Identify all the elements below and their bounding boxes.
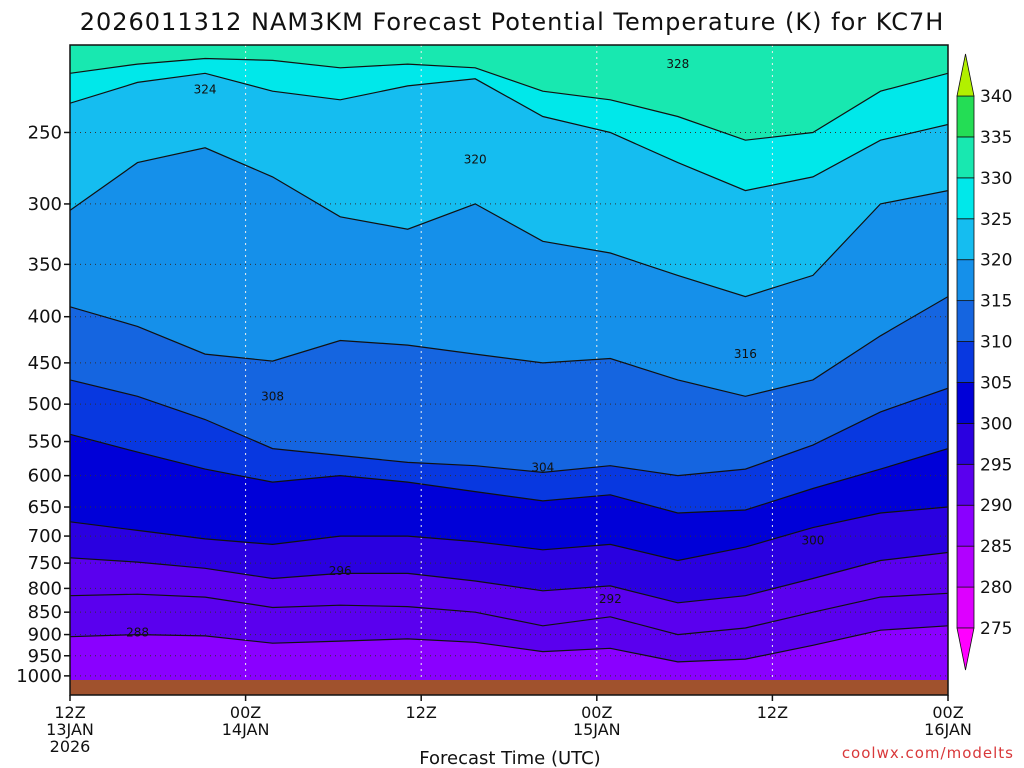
colorbar-tick-305: 305 [980,373,1012,393]
ytick-label-1000: 1000 [16,666,62,687]
colorbar-segment-300 [956,382,975,424]
band-296 [70,552,948,635]
xtick-label-60-0: 00Z [932,703,963,722]
band-above-highest [70,45,948,141]
colorbar-bottom-cap [956,627,975,671]
isentrope-300 [70,506,948,562]
colorbar-segment-315 [956,259,975,302]
ytick-label-800: 800 [28,578,62,599]
isentrope-316 [70,296,948,397]
band-304 [70,434,948,561]
xtick-label-36-1: 15JAN [573,720,621,739]
colorbar: 275 280 285 290 295 300 305 310 315 320 325 330 335 3… [956,53,1012,671]
contour-label-320: 320 [464,153,487,167]
band-328 [70,58,948,191]
colorbar-tick-295: 295 [980,455,1012,475]
chart-title: 2026011312 NAM3KM Forecast Potential Tem… [80,8,945,36]
ytick-label-400: 400 [28,307,62,328]
isentrope-324 [70,72,948,192]
ytick-label-600: 600 [28,466,62,487]
xtick-label-12-0: 00Z [230,703,261,722]
contour-label-292: 292 [599,592,622,606]
contour-labels: 288 292 296 300 304 308 316 320 324 328 [126,57,824,639]
ytick-label-300: 300 [28,194,62,215]
xtick-label-48-0: 12Z [757,703,788,722]
isentrope-296 [70,551,948,604]
gridlines [70,45,948,695]
plot-frame [69,44,949,696]
y-axis-pressure-ticks: 2503003504004505005506006507007508008509… [16,122,70,687]
isentrope-320 [70,147,948,298]
xtick-label-0-2: 2026 [50,737,91,756]
colorbar-tick-300: 300 [980,414,1012,434]
ytick-label-500: 500 [28,394,62,415]
isentrope-292 [70,592,948,636]
colorbar-segment-295 [956,422,975,465]
band-308 [70,379,948,513]
colorbar-segment-325 [956,177,975,220]
colorbar-tick-340: 340 [980,87,1012,107]
colorbar-tick-280: 280 [980,578,1012,598]
ytick-label-850: 850 [28,602,62,623]
colorbar-segment-290 [956,463,975,506]
isentrope-308 [70,379,948,477]
contour-label-316: 316 [734,347,757,361]
isentrope-contours [70,57,948,663]
colorbar-tick-275: 275 [980,619,1012,639]
contour-label-308: 308 [261,389,284,403]
band-316 [70,296,948,476]
xtick-label-24-0: 12Z [406,703,437,722]
contour-label-328: 328 [666,57,689,71]
ytick-label-750: 750 [28,553,62,574]
colorbar-tick-290: 290 [980,496,1012,516]
ytick-label-700: 700 [28,526,62,547]
ytick-label-900: 900 [28,625,62,646]
ytick-label-250: 250 [28,122,62,143]
colorbar-top-cap [956,53,975,97]
band-320 [70,147,948,397]
ytick-label-950: 950 [28,646,62,667]
credit-text: coolwx.com/modelts [842,744,1014,762]
colorbar-tick-335: 335 [980,128,1012,148]
colorbar-tick-325: 325 [980,210,1012,230]
contour-label-300: 300 [801,534,824,548]
ytick-label-450: 450 [28,353,62,374]
xtick-label-0-0: 12Z [54,703,85,722]
colorbar-tick-330: 330 [980,169,1012,189]
contour-label-296: 296 [329,564,352,578]
contour-label-288: 288 [126,625,149,639]
ytick-label-650: 650 [28,497,62,518]
isentrope-288 [70,625,948,663]
colorbar-segment-280 [956,545,975,588]
colorbar-tick-315: 315 [980,292,1012,312]
colorbar-segment-335 [956,95,975,138]
xtick-label-0-1: 13JAN [46,720,94,739]
xtick-label-36-0: 00Z [581,703,612,722]
xtick-label-12-1: 14JAN [222,720,270,739]
contour-label-324: 324 [194,82,217,96]
isentrope-328 [70,57,948,141]
colorbar-segment-310 [956,300,975,342]
colorbar-segment-285 [956,504,975,547]
ytick-label-550: 550 [28,432,62,453]
band-324 [70,73,948,297]
ground-surface [70,680,948,695]
colorbar-tick-285: 285 [980,537,1012,557]
band-300 [70,507,948,603]
potential-temperature-fill [70,45,948,695]
x-axis-label: Forecast Time (UTC) [419,748,600,768]
ytick-label-350: 350 [28,254,62,275]
colorbar-segment-275 [956,586,975,629]
colorbar-tick-310: 310 [980,333,1012,353]
colorbar-segment-330 [956,136,975,179]
isentrope-304 [70,433,948,514]
xtick-label-60-1: 16JAN [924,720,972,739]
colorbar-segment-320 [956,218,975,261]
colorbar-tick-320: 320 [980,251,1012,271]
colorbar-segment-305 [956,341,975,383]
contour-label-304: 304 [531,461,554,475]
band-292 [70,593,948,662]
